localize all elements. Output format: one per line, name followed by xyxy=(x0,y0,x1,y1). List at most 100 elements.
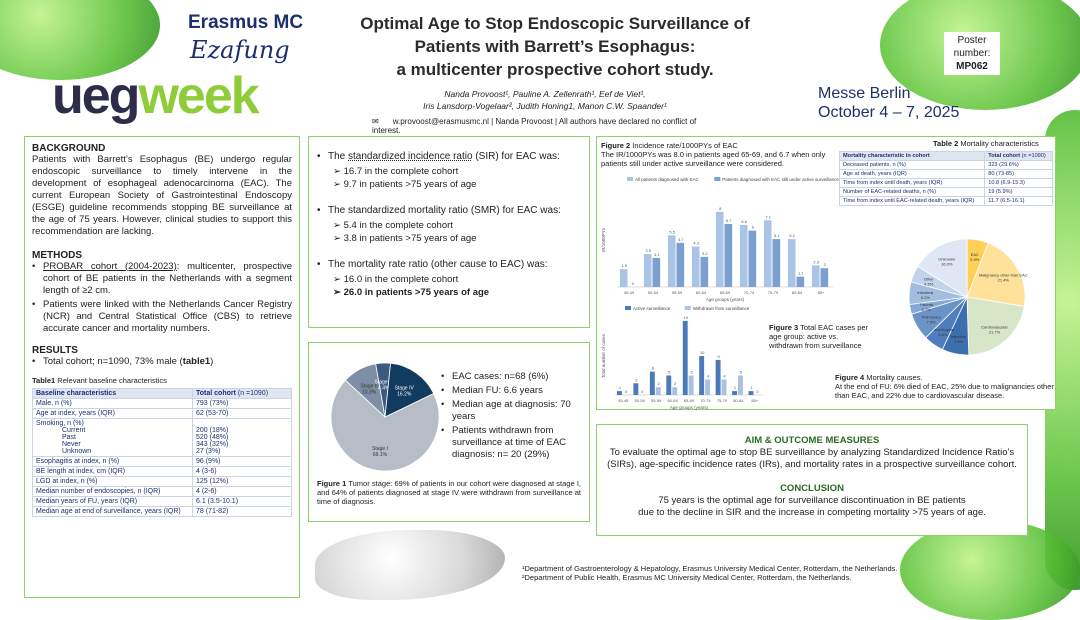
pie-label: Cardiovascular xyxy=(981,324,1008,329)
bar-value-label: 2 xyxy=(824,262,827,267)
pie-label: Other xyxy=(924,276,935,281)
results-list: Total cohort; n=1090, 73% male (table1) xyxy=(32,356,292,368)
bar xyxy=(633,383,639,395)
figure2-caption-bold: Figure 2 xyxy=(601,141,631,150)
bar-value-label: 3.2 xyxy=(702,251,708,256)
smoking-val: 27 (3%) xyxy=(196,448,221,455)
x-tick-label: 55-59 xyxy=(651,398,662,403)
conclusion-line-2: due to the decline in SIR and the increa… xyxy=(638,507,986,518)
x-tick-label: 45-49 xyxy=(618,398,629,403)
sir-b: standardized incidence ratio xyxy=(348,151,473,162)
bar-value-label: 1.9 xyxy=(621,263,627,268)
authors: Nanda Provoost¹, Pauline A. Zellenrath¹,… xyxy=(380,88,710,112)
table-row: Time from index until EAC-related death,… xyxy=(838,196,1053,206)
results-heading: RESULTS xyxy=(32,345,78,356)
table-row: Age at index, years (IQR) 62 (53-70) xyxy=(32,408,292,419)
figure2-bar-chart: 1.9 0 45-49 3.53.1 50-54 5.54.7 55-59 4.33.2 60-… xyxy=(601,177,839,302)
bar-value-label: 0 xyxy=(756,389,759,394)
aim-conclusion-box: AIM & OUTCOME MEASURES To evaluate the o… xyxy=(596,424,1028,536)
bar xyxy=(705,379,711,395)
bar xyxy=(700,256,709,287)
table-row: Median number of endoscopies, n (IQR) 4 (… xyxy=(32,486,292,497)
ueg-logo-b: week xyxy=(138,67,259,125)
pie-value: 5.9% xyxy=(970,257,980,262)
sir-sublist: 16.7 in the complete cohort9.7 in patien… xyxy=(317,165,581,191)
table2-cell: Time from index until death, years (IQR) xyxy=(838,178,986,188)
pie-label: Pulmonary xyxy=(922,314,941,319)
table1-cell: Esophagitis at index, n (%) xyxy=(32,456,193,467)
table1-cell: 4 (2-6) xyxy=(192,486,292,497)
ratios-list: The standardized incidence ratio (SIR) f… xyxy=(317,151,581,163)
x-tick-label: 50-54 xyxy=(635,398,646,403)
figure4-desc: At the end of FU: 6% died of EAC, 25% du… xyxy=(835,382,1054,400)
smoking-sub: Unknown xyxy=(62,448,92,455)
figure4-title: Mortality causes. xyxy=(864,373,923,382)
eac-stat-2: Median FU: 6.6 years xyxy=(441,385,586,397)
bar-value-label: 6.7 xyxy=(726,218,732,223)
methods-list: PROBAR cohort (2004-2023): multicenter, … xyxy=(32,261,292,335)
bar-value-label: 7.1 xyxy=(765,214,771,219)
bar-value-label: 6.6 xyxy=(741,219,747,224)
table2-cell: Number of EAC-related deaths, n (%) xyxy=(838,187,986,197)
table1-cell: 4 (3-6) xyxy=(192,466,292,477)
contact-text: w.provoost@erasmusmc.nl | Nanda Provoost… xyxy=(372,117,697,135)
table1-cell: LGD at index, n (%) xyxy=(32,476,193,487)
poster-title: Optimal Age to Stop Endoscopic Surveilla… xyxy=(330,12,780,81)
x-tick-label: 85+ xyxy=(751,398,758,403)
pie-label: Trauma xyxy=(919,302,933,307)
methods-item-2: Patients were linked with the Netherland… xyxy=(32,299,292,335)
table1-cell: BE length at index, cm (IQR) xyxy=(32,466,193,477)
table2-h2-b: (n =1090) xyxy=(1020,153,1046,159)
bar xyxy=(666,375,672,395)
eac-stat-4: Patients withdrawn from surveillance at … xyxy=(441,425,586,461)
pie-slice xyxy=(384,362,435,418)
ueg-week-logo: uegweek xyxy=(52,67,260,125)
erasmus-mc-logo: Erasmus MC xyxy=(188,12,304,33)
bar xyxy=(739,224,748,287)
bar-value-label: 3.5 xyxy=(645,248,651,253)
table-row: Smoking, n (%) Current Past Never Unknown 2… xyxy=(32,418,292,457)
bar xyxy=(682,320,688,395)
x-tick-label: 60-64 xyxy=(696,290,707,295)
table1-cell: 62 (53-70) xyxy=(192,408,292,419)
bar xyxy=(796,276,805,287)
right-figures-box: Figure 2 Incidence rate/1000PYs of EAC Th… xyxy=(596,136,1056,410)
authors-line-2: Iris Lansdorp-Vogelaar², Judith Honing1,… xyxy=(423,101,667,111)
results-item-1-b: table1 xyxy=(182,356,211,367)
table1-cell: 78 (71-82) xyxy=(192,506,292,517)
smr-a: The xyxy=(328,205,349,216)
y-axis-label: Total number of cases xyxy=(601,333,606,378)
table1-cell: 6.1 (3.5-10.1) xyxy=(192,496,292,507)
bar xyxy=(676,242,685,287)
pie-label: Intestinal xyxy=(917,290,933,295)
x-tick-label: 85+ xyxy=(818,290,825,295)
bar-value-label: 6 xyxy=(652,366,655,371)
pie-value: 2.7% xyxy=(922,307,932,312)
table2-cell: Time from index until EAC-related death,… xyxy=(838,196,986,206)
figure4-caption-bold: Figure 4 xyxy=(835,373,865,382)
bar xyxy=(699,356,705,395)
mid-ratios-box: The standardized incidence ratio (SIR) f… xyxy=(308,136,590,328)
table1-cell: Median age at end of surveillance, years… xyxy=(32,506,193,517)
background-text: Patients with Barrett’s Esophagus (BE) u… xyxy=(32,154,292,237)
table1: Baseline characteristics Total cohort (n … xyxy=(32,388,292,517)
legend-label: Active surveillance xyxy=(633,306,671,311)
bar xyxy=(763,220,772,287)
pie-value: 16.2% xyxy=(397,392,412,398)
bar-value-label: 10 xyxy=(700,350,705,355)
bar xyxy=(649,371,655,395)
bar-value-label: 3 xyxy=(635,377,638,382)
bar xyxy=(732,391,738,395)
references: ¹Department of Gastroenterology & Hepato… xyxy=(522,564,942,582)
bar-value-label: 0 xyxy=(632,281,635,286)
figure4-caption: Figure 4 Mortality causes. At the end of … xyxy=(835,373,1055,400)
results-item-1-a: Total cohort; n=1090, 73% male ( xyxy=(43,356,183,367)
mrr-sub-2: 26.0 in patients >75 years of age xyxy=(333,286,581,299)
pie-slice xyxy=(966,242,1026,307)
bar-value-label: 1 xyxy=(750,385,753,390)
table1-h2: Total cohort (n =1090) xyxy=(192,388,292,399)
bar-value-label: 4.7 xyxy=(678,237,684,242)
bar-value-label: 1 xyxy=(734,385,737,390)
